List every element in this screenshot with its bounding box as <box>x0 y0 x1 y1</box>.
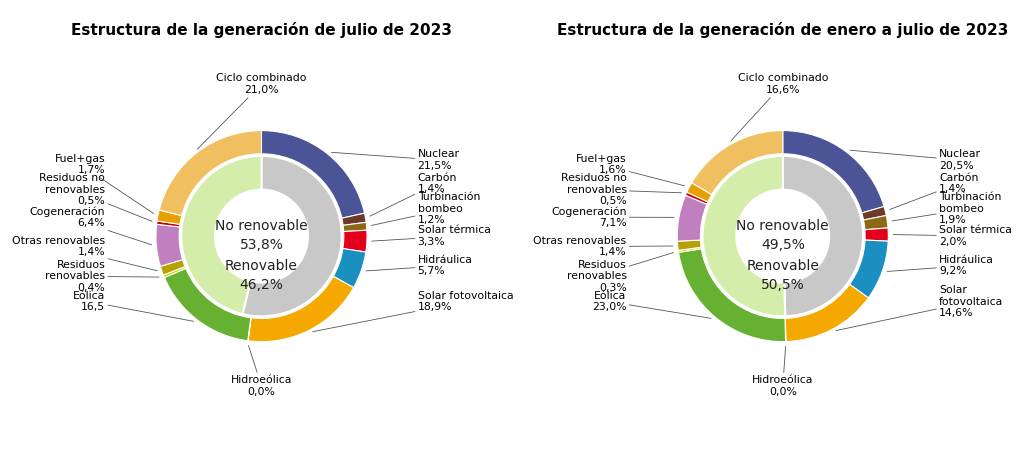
Text: Cogeneración
6,4%: Cogeneración 6,4% <box>30 206 152 245</box>
Text: Renovable: Renovable <box>746 259 819 273</box>
Wedge shape <box>785 284 868 342</box>
Text: Solar
fotovoltaica
14,6%: Solar fotovoltaica 14,6% <box>836 285 1004 331</box>
Wedge shape <box>691 131 782 194</box>
Text: Eólica
16,5: Eólica 16,5 <box>73 291 194 321</box>
Title: Estructura de la generación de julio de 2023: Estructura de la generación de julio de … <box>71 22 452 38</box>
Text: Residuos no
renovables
0,5%: Residuos no renovables 0,5% <box>39 173 153 221</box>
Wedge shape <box>164 267 185 277</box>
Wedge shape <box>702 156 785 316</box>
Text: Fuel+gas
1,7%: Fuel+gas 1,7% <box>54 154 154 213</box>
Text: No renovable: No renovable <box>215 219 308 232</box>
Text: No renovable: No renovable <box>736 219 829 232</box>
Text: 49,5%: 49,5% <box>761 238 805 251</box>
Wedge shape <box>679 249 785 342</box>
Text: Solar térmica
3,3%: Solar térmica 3,3% <box>372 225 490 247</box>
Text: Renovable: Renovable <box>225 259 298 273</box>
Wedge shape <box>862 206 887 220</box>
Wedge shape <box>850 240 888 298</box>
Wedge shape <box>687 183 712 202</box>
Wedge shape <box>343 230 367 252</box>
Text: Nuclear
21,5%: Nuclear 21,5% <box>332 150 460 171</box>
Wedge shape <box>782 131 884 213</box>
Wedge shape <box>782 156 863 316</box>
Text: Hidroeólica
0,0%: Hidroeólica 0,0% <box>230 345 292 397</box>
Text: Hidráulica
9,2%: Hidráulica 9,2% <box>887 255 994 276</box>
Wedge shape <box>161 260 185 275</box>
Text: Carbón
1,4%: Carbón 1,4% <box>370 173 457 216</box>
Text: Residuos
renovables
0,3%: Residuos renovables 0,3% <box>566 252 674 293</box>
Wedge shape <box>685 192 708 204</box>
Text: Residuos no
renovables
0,5%: Residuos no renovables 0,5% <box>561 173 681 206</box>
Wedge shape <box>342 213 367 225</box>
Text: Solar térmica
2,0%: Solar térmica 2,0% <box>893 225 1012 247</box>
Wedge shape <box>677 195 707 241</box>
Wedge shape <box>157 221 180 227</box>
Text: Hidráulica
5,7%: Hidráulica 5,7% <box>366 255 472 276</box>
Text: Fuel+gas
1,6%: Fuel+gas 1,6% <box>575 154 685 186</box>
Text: Otras renovables
1,4%: Otras renovables 1,4% <box>534 236 673 257</box>
Text: Eólica
23,0%: Eólica 23,0% <box>592 291 711 319</box>
Text: Cogeneración
7,1%: Cogeneración 7,1% <box>551 206 674 228</box>
Wedge shape <box>157 210 181 224</box>
Wedge shape <box>156 224 182 266</box>
Text: 53,8%: 53,8% <box>240 238 284 251</box>
Wedge shape <box>343 222 367 232</box>
Text: Nuclear
20,5%: Nuclear 20,5% <box>850 150 981 171</box>
Text: Ciclo combinado
16,6%: Ciclo combinado 16,6% <box>731 73 828 141</box>
Text: Turbinación
bombeo
1,9%: Turbinación bombeo 1,9% <box>892 192 1001 225</box>
Wedge shape <box>248 276 353 342</box>
Text: Turbinación
bombeo
1,2%: Turbinación bombeo 1,2% <box>372 192 480 225</box>
Text: Hidroeólica
0,0%: Hidroeólica 0,0% <box>752 346 813 397</box>
Wedge shape <box>160 131 261 216</box>
Text: Ciclo combinado
21,0%: Ciclo combinado 21,0% <box>198 73 307 149</box>
Wedge shape <box>248 318 251 341</box>
Title: Estructura de la generación de enero a julio de 2023: Estructura de la generación de enero a j… <box>557 22 1009 38</box>
Text: 50,5%: 50,5% <box>761 278 805 292</box>
Wedge shape <box>678 247 701 252</box>
Text: Carbón
1,4%: Carbón 1,4% <box>890 173 978 209</box>
Wedge shape <box>243 156 342 316</box>
Text: Otras renovables
1,4%: Otras renovables 1,4% <box>12 236 157 271</box>
Wedge shape <box>181 156 261 314</box>
Wedge shape <box>865 228 888 241</box>
Wedge shape <box>165 269 251 341</box>
Text: Residuos
renovables
0,4%: Residuos renovables 0,4% <box>45 260 159 293</box>
Wedge shape <box>677 240 701 250</box>
Text: Solar fotovoltaica
18,9%: Solar fotovoltaica 18,9% <box>312 291 513 332</box>
Wedge shape <box>261 131 365 218</box>
Text: 46,2%: 46,2% <box>240 278 284 292</box>
Wedge shape <box>863 215 888 230</box>
Wedge shape <box>334 249 366 288</box>
